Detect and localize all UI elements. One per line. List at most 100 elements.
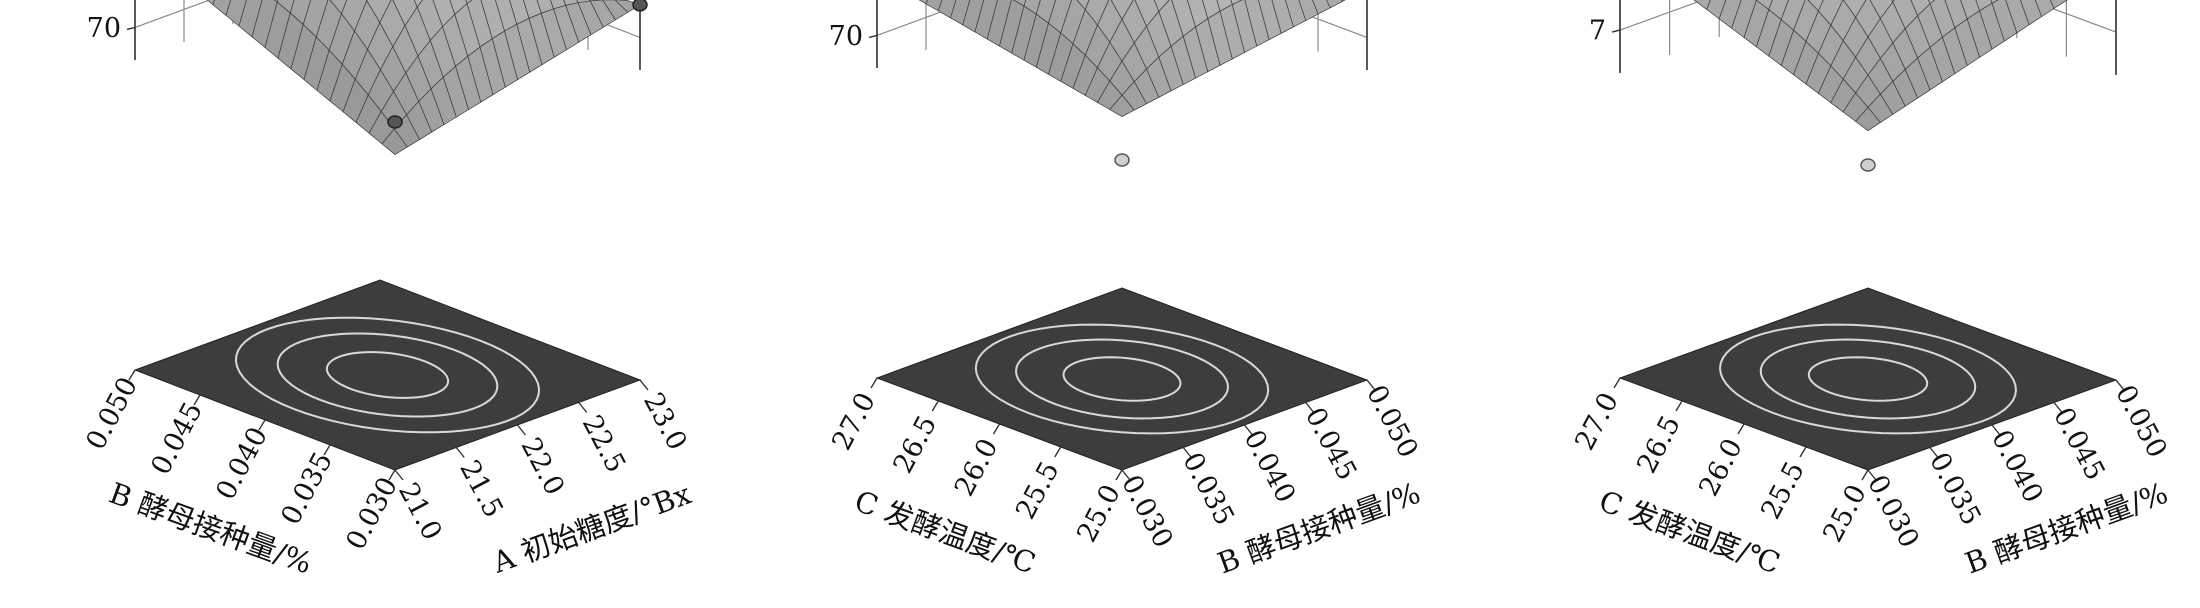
- contour-floor: [133, 279, 642, 471]
- contour-line: [276, 332, 499, 418]
- left-axis-tick-label: 25.5: [1755, 457, 1811, 525]
- right-axis-tick-label: 22.5: [576, 410, 632, 478]
- right-tick-mark: [394, 469, 404, 481]
- left-tick-mark: [388, 469, 396, 481]
- z-tick-label: 70: [87, 13, 121, 44]
- z-tick-mark: [126, 26, 136, 31]
- design-point: [1114, 153, 1130, 167]
- left-tick-mark: [1613, 377, 1621, 389]
- right-tick-mark: [1366, 379, 1376, 391]
- z-tick-label: 7: [1589, 16, 1606, 47]
- right-axis-tick-label: 0.035: [1176, 448, 1240, 531]
- surface-cell: [1855, 106, 1881, 132]
- contour-line: [1807, 356, 1929, 402]
- response-surface: [206, 0, 641, 155]
- surface-cell: [206, 0, 215, 6]
- left-axis-tick-label: 0.035: [275, 447, 339, 530]
- surface-cell: [918, 0, 928, 5]
- right-axis-tick-label: 0.050: [1360, 380, 1424, 463]
- z-tick-label: 70: [829, 21, 863, 52]
- surface-cell: [925, 0, 943, 12]
- left-tick-mark: [931, 400, 939, 412]
- right-axis-tick-label: 0.050: [2109, 380, 2173, 463]
- right-axis-tick-label: 0.030: [1115, 470, 1179, 553]
- surface-plot-1: 707580859095感官评分/分0.0300.0350.0400.0450.…: [80, 0, 695, 580]
- design-point: [387, 115, 403, 129]
- right-tick-mark: [639, 379, 649, 391]
- design-point: [1860, 158, 1876, 172]
- right-axis-tick-label: 0.035: [1923, 448, 1987, 531]
- left-axis-label: C 发酵温度/℃: [850, 484, 1040, 581]
- left-tick-mark: [870, 377, 878, 389]
- contour-line: [325, 351, 450, 399]
- contour-line: [974, 323, 1270, 435]
- left-tick-mark: [992, 423, 1001, 435]
- surface-cell: [1298, 0, 1319, 22]
- z-tick-mark: [868, 34, 878, 39]
- left-axis-tick-label: 26.0: [1693, 434, 1749, 502]
- right-tick-mark: [1305, 402, 1315, 413]
- contour-line: [1062, 356, 1182, 402]
- left-axis-tick-label: 0.030: [340, 472, 404, 555]
- surface-cell: [1693, 0, 1711, 11]
- right-axis-label: B 酵母接种量/%: [1213, 476, 1425, 581]
- contour-line: [1759, 338, 1977, 420]
- surface-cell: [225, 0, 247, 27]
- right-tick-mark: [455, 447, 465, 458]
- right-axis-label: B 酵母接种量/%: [1960, 476, 2172, 581]
- left-tick-mark: [323, 444, 331, 456]
- left-axis-tick-label: 0.050: [80, 372, 144, 455]
- surface-cell: [381, 128, 408, 155]
- left-axis-tick-label: 27.0: [826, 388, 882, 456]
- contour-line: [1719, 323, 2017, 435]
- right-axis-tick-label: 0.045: [1299, 403, 1363, 486]
- surface-cell: [1109, 94, 1135, 117]
- left-tick-mark: [193, 394, 201, 406]
- surface-cell: [950, 0, 971, 26]
- left-axis-tick-label: 0.040: [210, 422, 274, 505]
- right-tick-mark: [1929, 447, 1939, 458]
- contour-line: [234, 316, 541, 434]
- response-surface: [1693, 0, 2068, 132]
- left-tick-mark: [1675, 400, 1683, 412]
- response-surface: [918, 0, 1346, 117]
- contour-floor: [875, 287, 1369, 471]
- contour-line: [1015, 338, 1229, 420]
- right-tick-mark: [1991, 424, 2001, 436]
- left-tick-mark: [1054, 446, 1062, 458]
- left-tick-mark: [1737, 423, 1745, 435]
- right-tick-mark: [578, 402, 588, 413]
- left-axis-tick-label: 27.0: [1569, 388, 1625, 456]
- surface-cell: [1706, 0, 1727, 20]
- right-tick-mark: [1243, 424, 1254, 436]
- right-axis-tick-label: 21.0: [392, 478, 448, 546]
- contour-floor: [1618, 287, 2118, 471]
- left-axis-tick-label: 26.0: [949, 434, 1005, 502]
- surface-cell: [212, 0, 231, 17]
- left-tick-mark: [128, 369, 136, 381]
- surface-plot-2: 707580859095感官评分/分25.025.526.026.527.00.…: [826, 0, 1425, 581]
- right-tick-mark: [2115, 379, 2125, 391]
- right-tick-mark: [1121, 469, 1131, 481]
- left-tick-mark: [1799, 446, 1807, 458]
- right-tick-mark: [1867, 469, 1877, 481]
- left-tick-mark: [1861, 469, 1869, 481]
- surface-plot-3: 78910111213酒精度/%vol25.025.526.026.527.00…: [1569, 0, 2173, 581]
- surface-cell: [1326, 0, 1344, 9]
- z-tick-mark: [1611, 29, 1621, 33]
- right-axis-label: A 初始糖度/°Bx: [487, 477, 695, 580]
- right-axis-tick-label: 0.045: [2047, 403, 2111, 486]
- right-axis-tick-label: 0.040: [1985, 425, 2049, 508]
- surface-cell: [413, 0, 423, 8]
- right-axis-tick-label: 21.5: [453, 455, 509, 523]
- z-tick-label: 8: [1589, 0, 1606, 4]
- left-tick-mark: [1115, 469, 1123, 481]
- left-axis-tick-label: 0.045: [145, 397, 209, 480]
- right-axis-tick-label: 0.030: [1861, 470, 1925, 553]
- right-axis-tick-label: 22.0: [515, 433, 571, 501]
- right-tick-mark: [1182, 447, 1192, 458]
- left-axis-tick-label: 26.5: [1631, 411, 1687, 479]
- left-axis-label: C 发酵温度/℃: [1595, 484, 1785, 581]
- right-axis-tick-label: 23.0: [637, 388, 693, 456]
